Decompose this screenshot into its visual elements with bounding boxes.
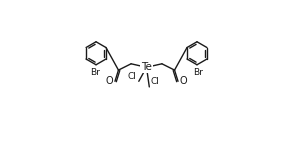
Text: Br: Br [90, 68, 100, 77]
Text: Br: Br [193, 68, 203, 77]
Text: Cl: Cl [150, 77, 159, 86]
Text: Te: Te [141, 62, 152, 72]
Text: O: O [106, 76, 113, 86]
Text: O: O [180, 76, 187, 86]
Text: Cl: Cl [128, 72, 137, 81]
